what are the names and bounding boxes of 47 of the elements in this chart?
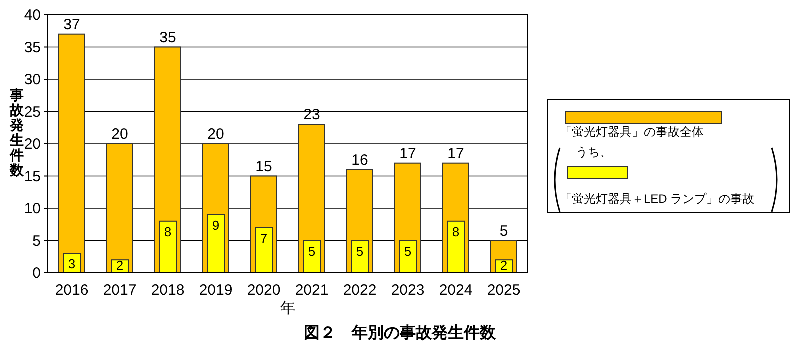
x-tick-label: 2024 (439, 282, 473, 299)
data-label: 23 (304, 106, 320, 124)
y-tick-label: 30 (24, 72, 41, 88)
data-label: 5 (308, 244, 316, 259)
data-label: 2 (116, 258, 124, 273)
bar (106, 144, 134, 274)
data-label: 5 (500, 222, 508, 240)
data-label: 15 (256, 158, 272, 176)
x-tick-label: 2016 (55, 282, 89, 299)
text: 「蛍光灯器具」の事故全体 (560, 125, 704, 139)
y-axis-title: 事故発生件数 (9, 87, 25, 178)
x-axis-title: 年 (280, 300, 296, 317)
bar (58, 34, 86, 274)
x-tick-label: 2020 (247, 282, 281, 299)
x-tick-label: 2023 (391, 282, 425, 299)
data-label: 35 (160, 29, 176, 46)
data-label: 7 (260, 230, 268, 246)
y-tick-label: 25 (24, 104, 41, 121)
y-tick-label: 0 (32, 265, 41, 282)
y-tick-label: 35 (24, 39, 41, 56)
data-label: 8 (164, 224, 172, 240)
y-tick-label: 40 (24, 7, 41, 24)
data-label: 16 (352, 152, 368, 169)
data-label: 2 (500, 258, 508, 273)
data-label: 5 (356, 244, 364, 259)
x-tick-label: 2021 (295, 282, 329, 299)
data-label: 17 (448, 145, 464, 162)
x-tick-label: 2017 (103, 282, 137, 299)
text: うち、 (576, 145, 612, 159)
text: 図２ 年別の事故発生件数 (304, 324, 497, 342)
data-label: 5 (404, 244, 412, 259)
y-tick-label: 10 (24, 200, 41, 218)
y-tick-label: 5 (32, 232, 41, 250)
x-tick-label: 2019 (199, 282, 233, 299)
x-tick-label: 2018 (151, 282, 185, 299)
data-label: 37 (64, 16, 80, 34)
data-label: 20 (112, 126, 128, 143)
data-label: 17 (400, 145, 416, 162)
x-tick-label: 2022 (343, 282, 377, 299)
y-tick-label: 20 (24, 136, 41, 153)
data-label: 9 (212, 218, 220, 233)
data-label: 8 (452, 224, 460, 240)
y-tick-label: 15 (24, 168, 41, 186)
data-label: 20 (208, 126, 224, 143)
legend-label: 「蛍光灯器具＋LED ランプ」の事故 (560, 192, 755, 206)
x-tick-label: 2025 (487, 282, 521, 299)
data-label: 3 (68, 256, 76, 272)
